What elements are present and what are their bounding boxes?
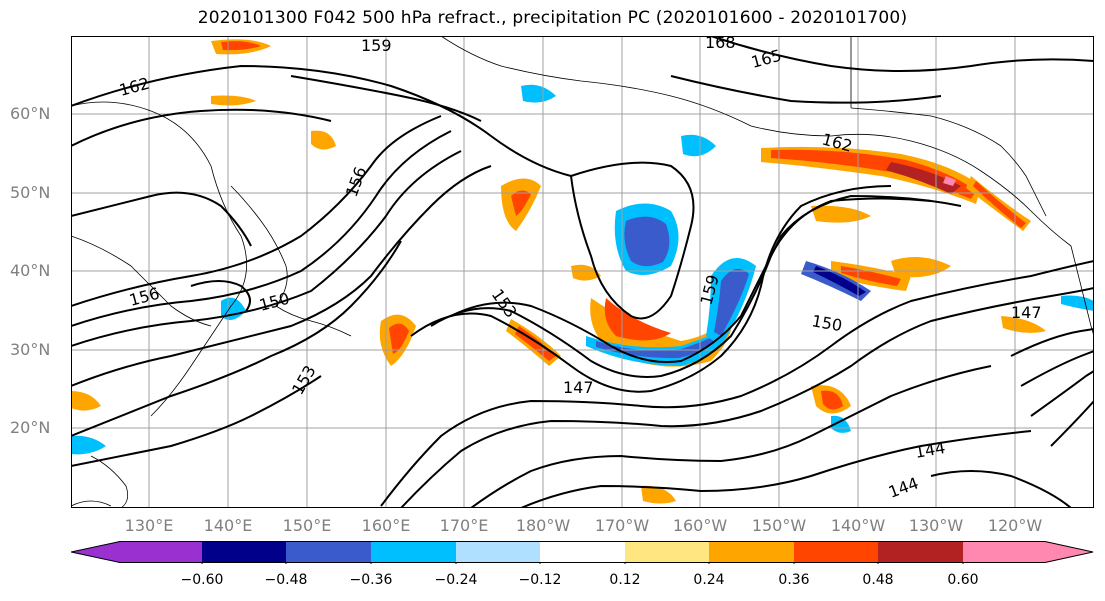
colorbar-segment [371,541,456,563]
colorbar-tick: 0.48 [862,572,894,588]
contour-label: 147 [1011,303,1042,322]
lat-label-20n: 20°N [10,418,51,437]
lat-label-40n: 40°N [10,261,51,280]
lon-label-150e: 150°E [282,516,332,535]
map-panel: 168 165 162 159 156 153 150 147 144 162 … [71,36,1094,508]
colorbar-tick: 0.24 [693,572,725,588]
colorbar-segment [709,541,794,563]
colorbar [71,541,1094,564]
colorbar-segment [878,541,963,563]
colorbar-tick: −0.36 [349,572,393,588]
lon-label-130e: 130°E [124,516,174,535]
contour-label: 159 [361,36,392,55]
lat-label-30n: 30°N [10,340,51,359]
colorbar-arrow-right [963,541,1094,563]
colorbar-segment [794,541,878,563]
lon-label-160e: 160°E [361,516,411,535]
colorbar-tick: 0.36 [778,572,810,588]
lat-label-50n: 50°N [10,183,51,202]
lon-label-150w: 150°W [751,516,807,535]
colorbar-tick: −0.24 [434,572,478,588]
map-title: 2020101300 F042 500 hPa refract., precip… [197,8,908,28]
map-gridlines [71,36,1094,508]
lon-label-140w: 140°W [830,516,886,535]
height-contours [71,36,1094,508]
contour-label: 168 [705,36,736,52]
colorbar-tick: −0.48 [264,572,308,588]
lon-label-140e: 140°E [203,516,253,535]
colorbar-arrow-left [71,541,202,563]
colorbar-segment [202,541,286,563]
colorbar-segment [625,541,709,563]
lat-label-60n: 60°N [10,104,51,123]
colorbar-segment [540,541,625,563]
colorbar-tick: −0.12 [518,572,562,588]
colorbar-tick: 0.60 [947,572,979,588]
lon-label-130w: 130°W [908,516,964,535]
colorbar-segment [286,541,371,563]
lon-label-170e: 170°E [439,516,489,535]
lon-label-180w: 180°W [515,516,571,535]
contour-label: 147 [563,378,594,397]
colorbar-segment [456,541,540,563]
lon-label-170w: 170°W [594,516,650,535]
lon-label-160w: 160°W [672,516,728,535]
lon-label-120w: 120°W [987,516,1043,535]
colorbar-tick: −0.60 [180,572,224,588]
colorbar-tick: 0.12 [609,572,641,588]
